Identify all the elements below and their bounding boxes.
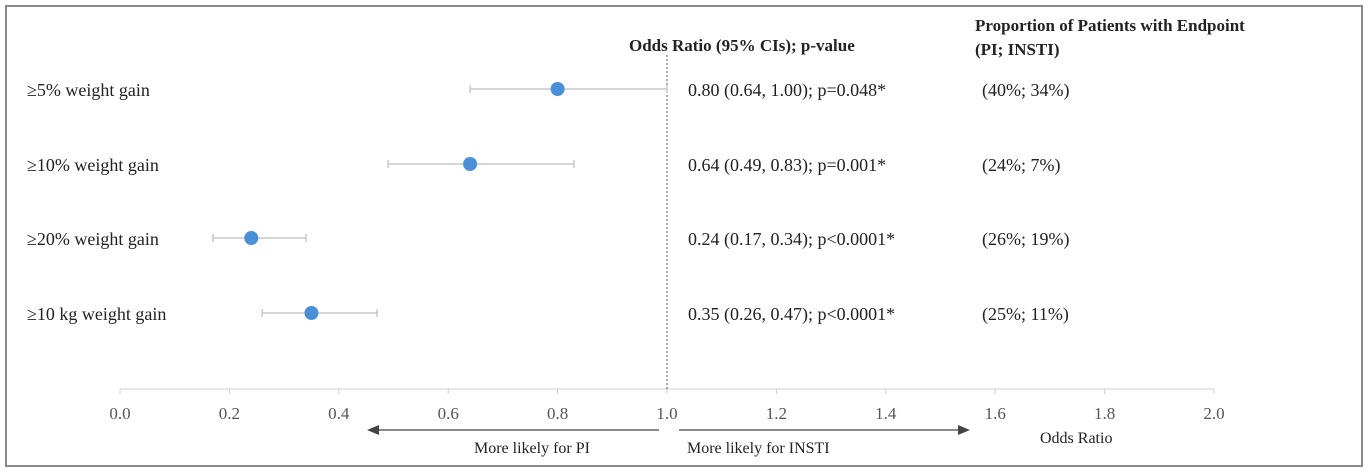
proportion-value: (26%; 19%) — [982, 229, 1069, 250]
forest-plot: Odds Ratio (95% CIs); p-value Proportion… — [27, 16, 1245, 457]
x-tick-label: 1.2 — [766, 404, 787, 423]
forest-rows: ≥5% weight gain 0.80 (0.64, 1.00); p=0.04… — [27, 80, 1069, 325]
right-arrow-head — [958, 425, 970, 435]
proportion-header-line1: Proportion of Patients with Endpoint — [975, 16, 1245, 35]
proportion-header-line2: (PI; INSTI) — [975, 40, 1060, 59]
row-label: ≥10 kg weight gain — [27, 304, 166, 324]
proportion-value: (40%; 34%) — [982, 80, 1069, 101]
odds-ratio-point — [463, 157, 478, 171]
x-tick-label: 0.8 — [547, 404, 568, 423]
proportion-value: (25%; 11%) — [982, 304, 1069, 325]
odds-ratio-point — [550, 82, 565, 96]
row-label: ≥20% weight gain — [27, 229, 159, 249]
or-ci-header: Odds Ratio (95% CIs); p-value — [629, 36, 855, 55]
or-ci-value: 0.64 (0.49, 0.83); p=0.001* — [688, 155, 886, 176]
x-tick-label: 1.4 — [875, 404, 897, 423]
direction-arrows — [367, 425, 970, 435]
chart-frame: Odds Ratio (95% CIs); p-value Proportion… — [5, 5, 1363, 467]
row-label: ≥5% weight gain — [27, 80, 150, 100]
x-axis-ticks: 0.0 0.2 0.4 0.6 0.8 1.0 1.2 1.4 1.6 1.8 2.0 — [109, 389, 1225, 423]
x-tick-label: 1.0 — [656, 404, 677, 423]
or-ci-value: 0.80 (0.64, 1.00); p=0.048* — [688, 80, 886, 101]
row-label: ≥10% weight gain — [27, 155, 159, 175]
right-direction-label: More likely for INSTI — [687, 440, 830, 457]
x-tick-label: 1.6 — [985, 404, 1006, 423]
left-arrow-head — [367, 425, 379, 435]
x-tick-label: 1.8 — [1094, 404, 1115, 423]
x-tick-label: 0.4 — [328, 404, 350, 423]
x-tick-label: 0.6 — [438, 404, 459, 423]
odds-ratio-point — [304, 306, 319, 320]
x-tick-label: 0.2 — [219, 404, 240, 423]
proportion-value: (24%; 7%) — [982, 155, 1060, 176]
left-direction-label: More likely for PI — [474, 440, 590, 457]
x-tick-label: 0.0 — [109, 404, 130, 423]
or-ci-value: 0.24 (0.17, 0.34); p<0.0001* — [688, 229, 895, 250]
odds-ratio-point — [244, 231, 259, 245]
x-tick-label: 2.0 — [1203, 404, 1224, 423]
or-ci-value: 0.35 (0.26, 0.47); p<0.0001* — [688, 304, 895, 325]
x-axis-label: Odds Ratio — [1040, 430, 1112, 447]
